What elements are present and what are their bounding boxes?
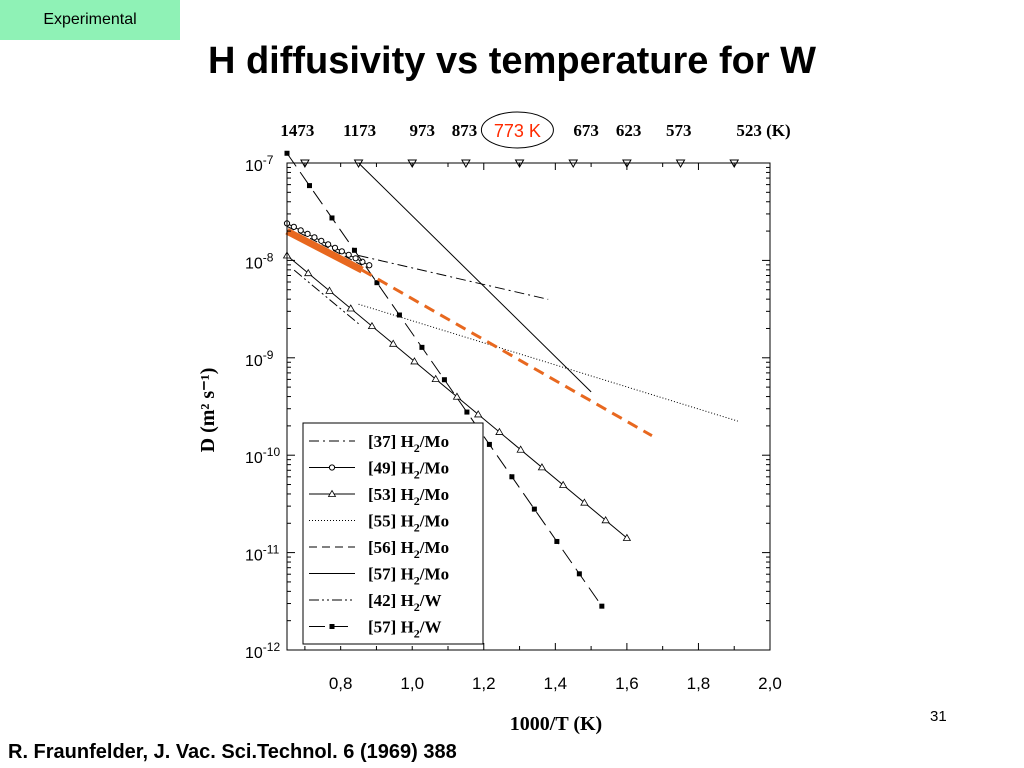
series-line — [358, 162, 592, 393]
top-axis-label: 573 — [666, 121, 692, 140]
y-axis-title: D (m² s⁻¹) — [197, 368, 219, 453]
x-tick-label: 1,4 — [544, 674, 568, 693]
legend: [37] H2/Mo [49] H2/Mo [53] H2/Mo [55] H2/Mo… — [302, 422, 484, 645]
data-point — [554, 538, 560, 544]
top-axis-label: 1473 — [280, 121, 314, 140]
badge-label: Experimental — [43, 11, 137, 28]
legend-marker — [329, 624, 335, 629]
data-point — [346, 304, 355, 312]
y-tick-label: 10-10 — [245, 445, 280, 467]
x-tick-label: 1,2 — [472, 674, 496, 693]
series-line — [286, 225, 363, 266]
data-point — [351, 247, 357, 253]
data-point — [410, 357, 419, 365]
legend-label: [57] H2/W — [368, 618, 442, 641]
legend-marker — [327, 489, 337, 497]
data-point — [352, 255, 359, 262]
data-point — [516, 445, 525, 453]
data-point — [396, 312, 402, 318]
x-axis-title: 1000/T (K) — [510, 713, 602, 735]
data-point — [284, 150, 290, 156]
data-point — [367, 321, 377, 330]
citation: R. Fraunfelder, J. Vac. Sci.Technol. 6 (… — [8, 741, 457, 763]
data-point — [304, 268, 313, 277]
data-point — [464, 409, 470, 415]
y-tick-label: 10-9 — [245, 348, 274, 370]
data-point — [331, 244, 339, 251]
data-point — [473, 410, 483, 418]
series-line — [358, 303, 738, 422]
y-tick-label: 10-7 — [245, 153, 274, 175]
data-point — [338, 248, 345, 255]
data-point — [599, 603, 605, 609]
top-axis-label: 973 — [409, 121, 435, 140]
x-tick-label: 1,8 — [687, 674, 711, 693]
data-point — [495, 427, 504, 435]
y-tick-label: 10-12 — [245, 640, 280, 662]
legend-marker — [328, 464, 336, 471]
series-line — [293, 269, 359, 325]
x-tick-label: 1,6 — [615, 674, 639, 693]
top-axis-label: 523 (K) — [736, 121, 790, 140]
legend-label: [56] H2/Mo — [368, 538, 449, 561]
legend-box — [302, 422, 484, 645]
data-point — [325, 286, 334, 294]
data-point — [389, 339, 398, 347]
legend-label: [37] H2/Mo — [368, 432, 449, 455]
data-point — [576, 571, 582, 577]
data-point — [486, 441, 492, 447]
data-point — [580, 498, 589, 506]
data-point — [531, 506, 537, 512]
legend-label: [49] H2/Mo — [368, 459, 449, 482]
data-point — [441, 377, 447, 383]
slide-number: 31 — [930, 708, 947, 725]
x-tick-label: 2,0 — [758, 674, 782, 693]
data-point — [325, 241, 332, 248]
data-point — [306, 183, 312, 189]
legend-label: [42] H2/W — [368, 591, 442, 614]
top-axis-label: 623 — [616, 121, 642, 140]
experimental-badge: Experimental — [0, 0, 180, 40]
highlight-circle — [480, 111, 554, 149]
data-point — [374, 280, 380, 286]
data-point — [537, 463, 547, 471]
highlight-fit-line — [361, 268, 653, 438]
data-point — [318, 237, 325, 244]
legend-label: [53] H2/Mo — [368, 485, 449, 508]
legend-label: [55] H2/Mo — [368, 512, 449, 535]
top-axis-label: 673 — [573, 121, 599, 140]
data-point — [345, 251, 352, 258]
x-tick-label: 1,0 — [400, 674, 424, 693]
y-tick-label: 10-11 — [245, 543, 280, 565]
series-line — [358, 255, 549, 300]
slide-title: H diffusivity vs temperature for W — [207, 40, 817, 82]
x-tick-label: 0,8 — [329, 674, 353, 693]
plot-frame — [286, 162, 771, 651]
highlight-label: 773 K — [494, 121, 541, 141]
highlight-fit-line — [285, 228, 364, 274]
data-point — [304, 230, 311, 237]
data-point — [509, 474, 515, 480]
data-point — [601, 516, 610, 524]
data-point — [622, 533, 632, 541]
y-tick-label: 10-8 — [245, 250, 274, 272]
data-point — [366, 262, 373, 269]
data-point — [431, 374, 440, 383]
legend-label: [57] H2/Mo — [368, 565, 449, 588]
data-point — [329, 215, 335, 221]
data-point — [452, 392, 462, 400]
top-axis-label: 1173 — [343, 121, 376, 140]
top-axis-label: 873 — [452, 121, 478, 140]
data-point — [558, 480, 568, 488]
data-point — [419, 344, 425, 350]
axes: 0,8 1,0 1,2 1,4 1,6 1,8 2,0 10-7 10-8 10-9 10-10 10… — [197, 111, 791, 735]
data-point — [311, 234, 318, 241]
